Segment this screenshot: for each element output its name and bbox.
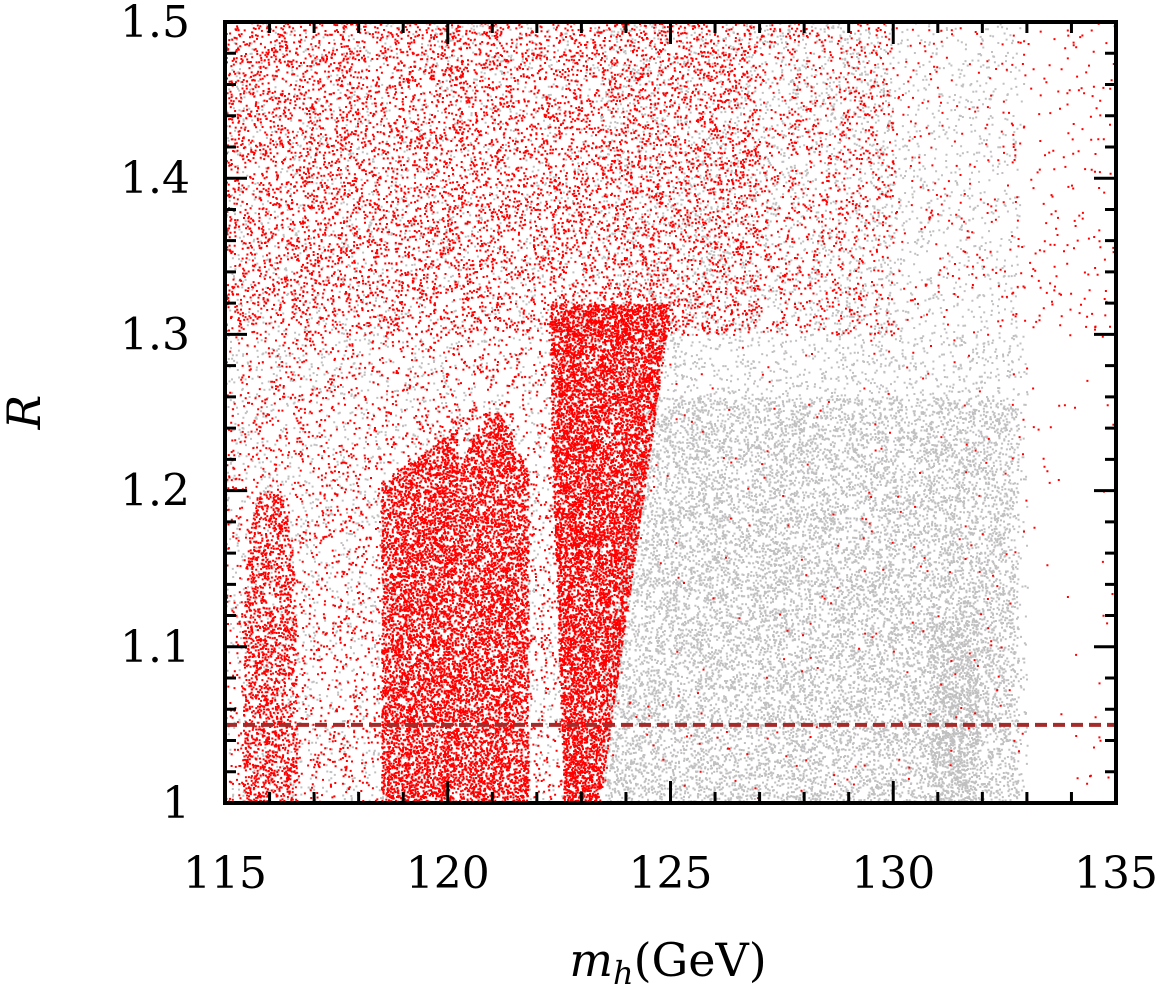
x-tick-label: 115 — [183, 848, 267, 899]
x-tick-label: 135 — [1074, 848, 1158, 899]
grey-series-b-path — [603, 22, 1020, 805]
x-axis-label-subscript: h — [613, 954, 634, 986]
y-tick-label: 1.4 — [120, 153, 190, 204]
red-series-a — [243, 491, 299, 805]
x-axis-label-symbol: m — [569, 933, 613, 986]
grey-series-c — [928, 615, 980, 805]
tick-labels: 115 120 125 130 135 1 1.1 1.2 1.3 1.4 1.5 — [120, 0, 1158, 899]
tick-marks — [223, 20, 1118, 805]
grey-series-c-path — [928, 615, 980, 805]
x-axis-label: mh(GeV) — [569, 933, 766, 986]
y-tick-label: 1.3 — [120, 309, 190, 360]
red-series-d-path — [225, 22, 1118, 337]
grey-series-b — [603, 22, 1020, 805]
axis-ticks — [223, 20, 1118, 805]
x-tick-label: 120 — [406, 848, 490, 899]
y-tick-label: 1.2 — [120, 466, 190, 517]
y-tick-label: 1.5 — [120, 0, 190, 48]
red-series-d — [225, 22, 1118, 337]
y-tick-label: 1.1 — [120, 622, 190, 673]
y-tick-label: 1 — [162, 778, 190, 829]
red-series-c-path — [550, 303, 672, 805]
y-axis-label: R — [0, 395, 51, 431]
x-tick-label: 125 — [629, 848, 713, 899]
x-tick-label: 130 — [851, 848, 935, 899]
scatter-points — [225, 22, 1118, 805]
red-series-c — [550, 303, 672, 805]
x-axis-label-unit: (GeV) — [634, 933, 767, 986]
red-series-a-path — [243, 491, 299, 805]
